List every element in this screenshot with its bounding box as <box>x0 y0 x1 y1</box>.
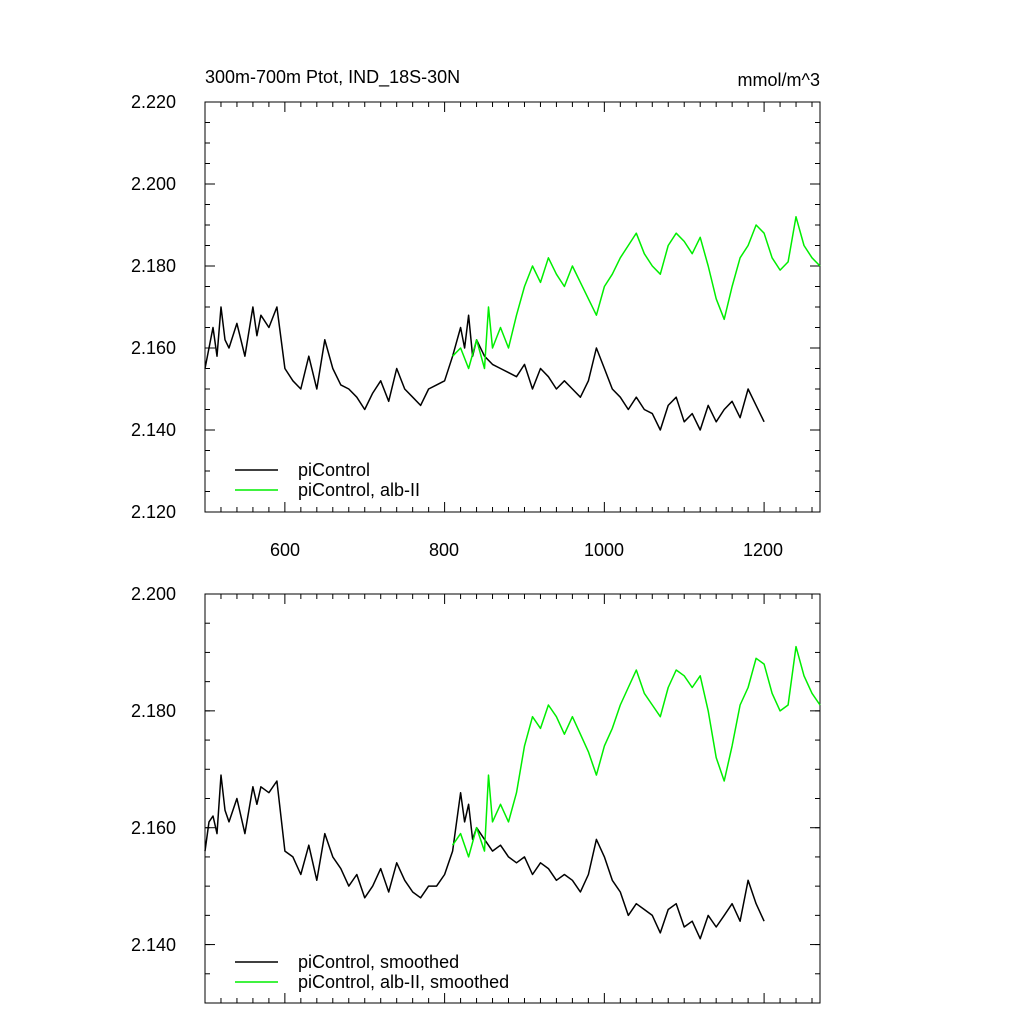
y-tick-label: 2.140 <box>131 420 176 440</box>
legend-label-alb-ii-smoothed: piControl, alb-II, smoothed <box>298 972 509 992</box>
x-tick-label: 800 <box>429 540 459 560</box>
chart-title: 300m-700m Ptot, IND_18S-30N <box>205 67 460 88</box>
units-label: mmol/m^3 <box>738 70 820 90</box>
series-line-picontrol <box>204 306 765 431</box>
y-tick-labels-bottom: 2.140 2.160 2.180 2.200 <box>131 584 176 955</box>
y-tick-label: 2.120 <box>131 502 176 522</box>
y-tick-label: 2.180 <box>131 701 176 721</box>
x-tick-label: 1200 <box>743 540 783 560</box>
legend-label-picontrol: piControl <box>298 460 370 480</box>
axis-ticks-bottom <box>204 593 820 1004</box>
x-tick-label: 1000 <box>584 540 624 560</box>
x-tick-label: 600 <box>270 540 300 560</box>
series-lines-top <box>204 216 821 431</box>
legend-top: piControl piControl, alb-II <box>235 460 420 500</box>
series-line-picontrol-alb-ii-smoothed <box>451 645 821 858</box>
series-line-picontrol-smoothed <box>204 774 765 940</box>
y-tick-label: 2.220 <box>131 92 176 112</box>
legend-bottom: piControl, smoothed piControl, alb-II, s… <box>235 952 509 992</box>
chart-panel-bottom: 2.140 2.160 2.180 2.200 piControl, smoot… <box>131 584 821 1004</box>
y-tick-label: 2.140 <box>131 935 176 955</box>
series-lines-bottom <box>204 645 821 940</box>
y-tick-labels-top: 2.120 2.140 2.160 2.180 2.200 2.220 <box>131 92 176 522</box>
legend-label-picontrol-smoothed: piControl, smoothed <box>298 952 459 972</box>
y-tick-label: 2.160 <box>131 338 176 358</box>
chart-panel-top: 300m-700m Ptot, IND_18S-30N mmol/m^3 2.1… <box>131 67 821 560</box>
x-tick-labels-top: 600 800 1000 1200 <box>270 540 783 560</box>
plot-frame-bottom <box>204 593 821 1004</box>
series-line-picontrol-alb-ii <box>452 216 821 370</box>
y-tick-label: 2.180 <box>131 256 176 276</box>
y-tick-label: 2.160 <box>131 818 176 838</box>
y-tick-label: 2.200 <box>131 174 176 194</box>
y-tick-label: 2.200 <box>131 584 176 604</box>
axis-ticks-top <box>204 101 820 513</box>
legend-label-alb-ii: piControl, alb-II <box>298 480 420 500</box>
